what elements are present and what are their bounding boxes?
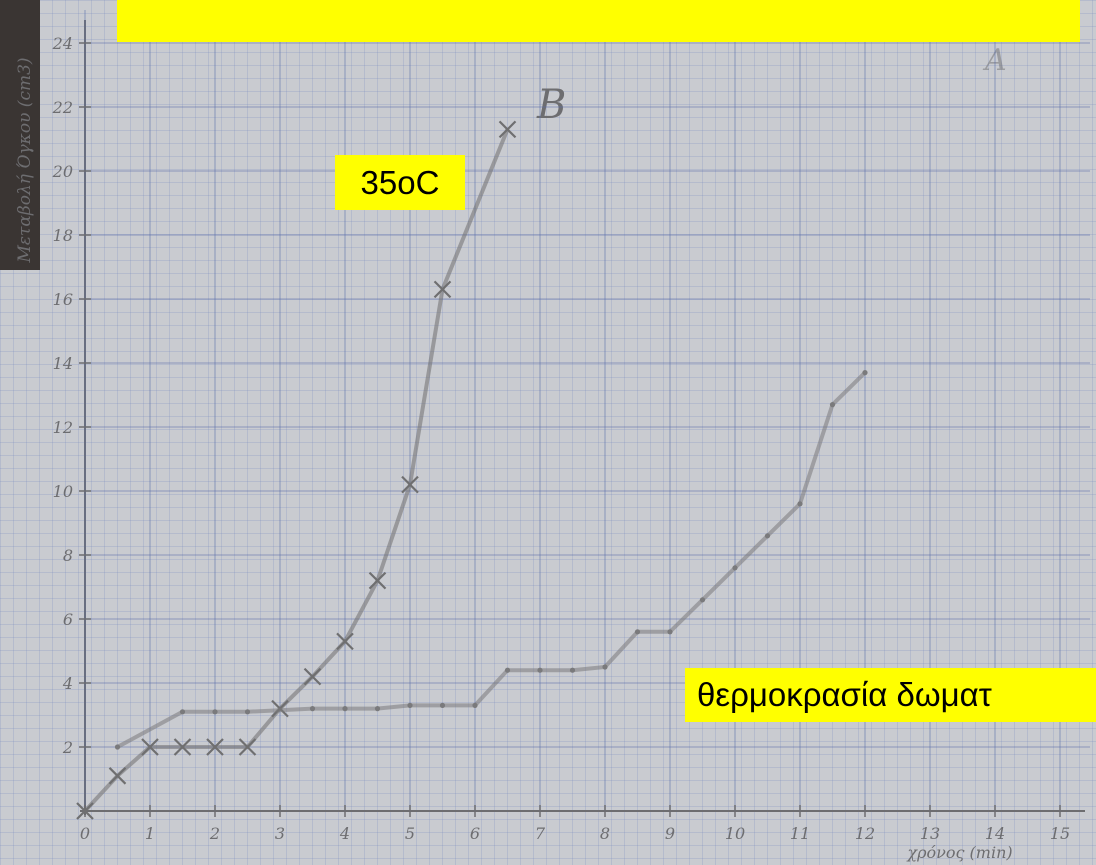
y-tick-label: 22	[52, 98, 73, 117]
x-tick-label: 4	[339, 824, 350, 843]
y-tick-label: 14	[53, 354, 73, 373]
dot-marker	[667, 629, 672, 634]
dot-marker	[602, 664, 607, 669]
dot-marker	[212, 709, 217, 714]
y-axis-label: Μεταβολή Όγκου (cm3)	[15, 57, 35, 263]
x-tick-label: 15	[1050, 824, 1070, 843]
y-tick-label: 18	[53, 226, 73, 245]
dot-marker	[862, 370, 867, 375]
x-tick-label: 13	[920, 824, 940, 843]
dot-marker	[115, 744, 120, 749]
x-tick-label: 5	[405, 824, 415, 843]
x-tick-label: 0	[80, 824, 90, 843]
screenshot: Μεταβολή Όγκου (cm3) χρόνος (min) B A 01…	[0, 0, 1096, 865]
x-tick-label: 14	[985, 824, 1005, 843]
dot-marker	[765, 533, 770, 538]
label-room-temp: θερμοκρασία δωματ	[685, 668, 1096, 722]
dot-marker	[310, 706, 315, 711]
y-tick-label: 4	[62, 674, 73, 693]
x-tick-label: 10	[725, 824, 745, 843]
y-tick-label: 8	[63, 546, 73, 565]
x-tick-label: 8	[600, 824, 610, 843]
banner	[117, 0, 1080, 42]
dot-marker	[342, 706, 347, 711]
dot-marker	[375, 706, 380, 711]
y-tick-label: 12	[53, 418, 73, 437]
x-tick-label: 1	[145, 824, 155, 843]
dot-marker	[472, 703, 477, 708]
dot-marker	[180, 709, 185, 714]
dot-marker	[505, 668, 510, 673]
x-axis-label: χρόνος (min)	[906, 843, 1012, 862]
x-tick-label: 12	[855, 824, 875, 843]
dot-marker	[700, 597, 705, 602]
x-marker	[500, 121, 516, 137]
y-tick-label: 10	[53, 482, 73, 501]
chart: Μεταβολή Όγκου (cm3) χρόνος (min) B A 01…	[0, 0, 1096, 865]
x-tick-label: 11	[790, 824, 810, 843]
dot-marker	[407, 703, 412, 708]
x-tick-label: 7	[535, 824, 546, 843]
x-tick-label: 6	[470, 824, 480, 843]
y-tick-label: 16	[53, 290, 73, 309]
x-tick-label: 9	[665, 824, 675, 843]
dot-marker	[732, 565, 737, 570]
x-marker	[305, 669, 321, 685]
x-marker	[110, 768, 126, 784]
y-tick-label: 20	[52, 162, 73, 181]
dot-marker	[245, 709, 250, 714]
dot-marker	[570, 668, 575, 673]
y-tick-label: 6	[63, 610, 73, 629]
dot-marker	[440, 703, 445, 708]
x-tick-label: 2	[209, 824, 220, 843]
label-35oc: 35oC	[335, 155, 465, 210]
y-tick-label: 2	[62, 738, 73, 757]
annotation: A	[982, 43, 1007, 78]
dot-marker	[797, 501, 802, 506]
dot-marker	[635, 629, 640, 634]
y-tick-label: 24	[52, 34, 73, 53]
x-tick-label: 3	[275, 824, 285, 843]
dot-marker	[537, 668, 542, 673]
dot-marker	[830, 402, 835, 407]
